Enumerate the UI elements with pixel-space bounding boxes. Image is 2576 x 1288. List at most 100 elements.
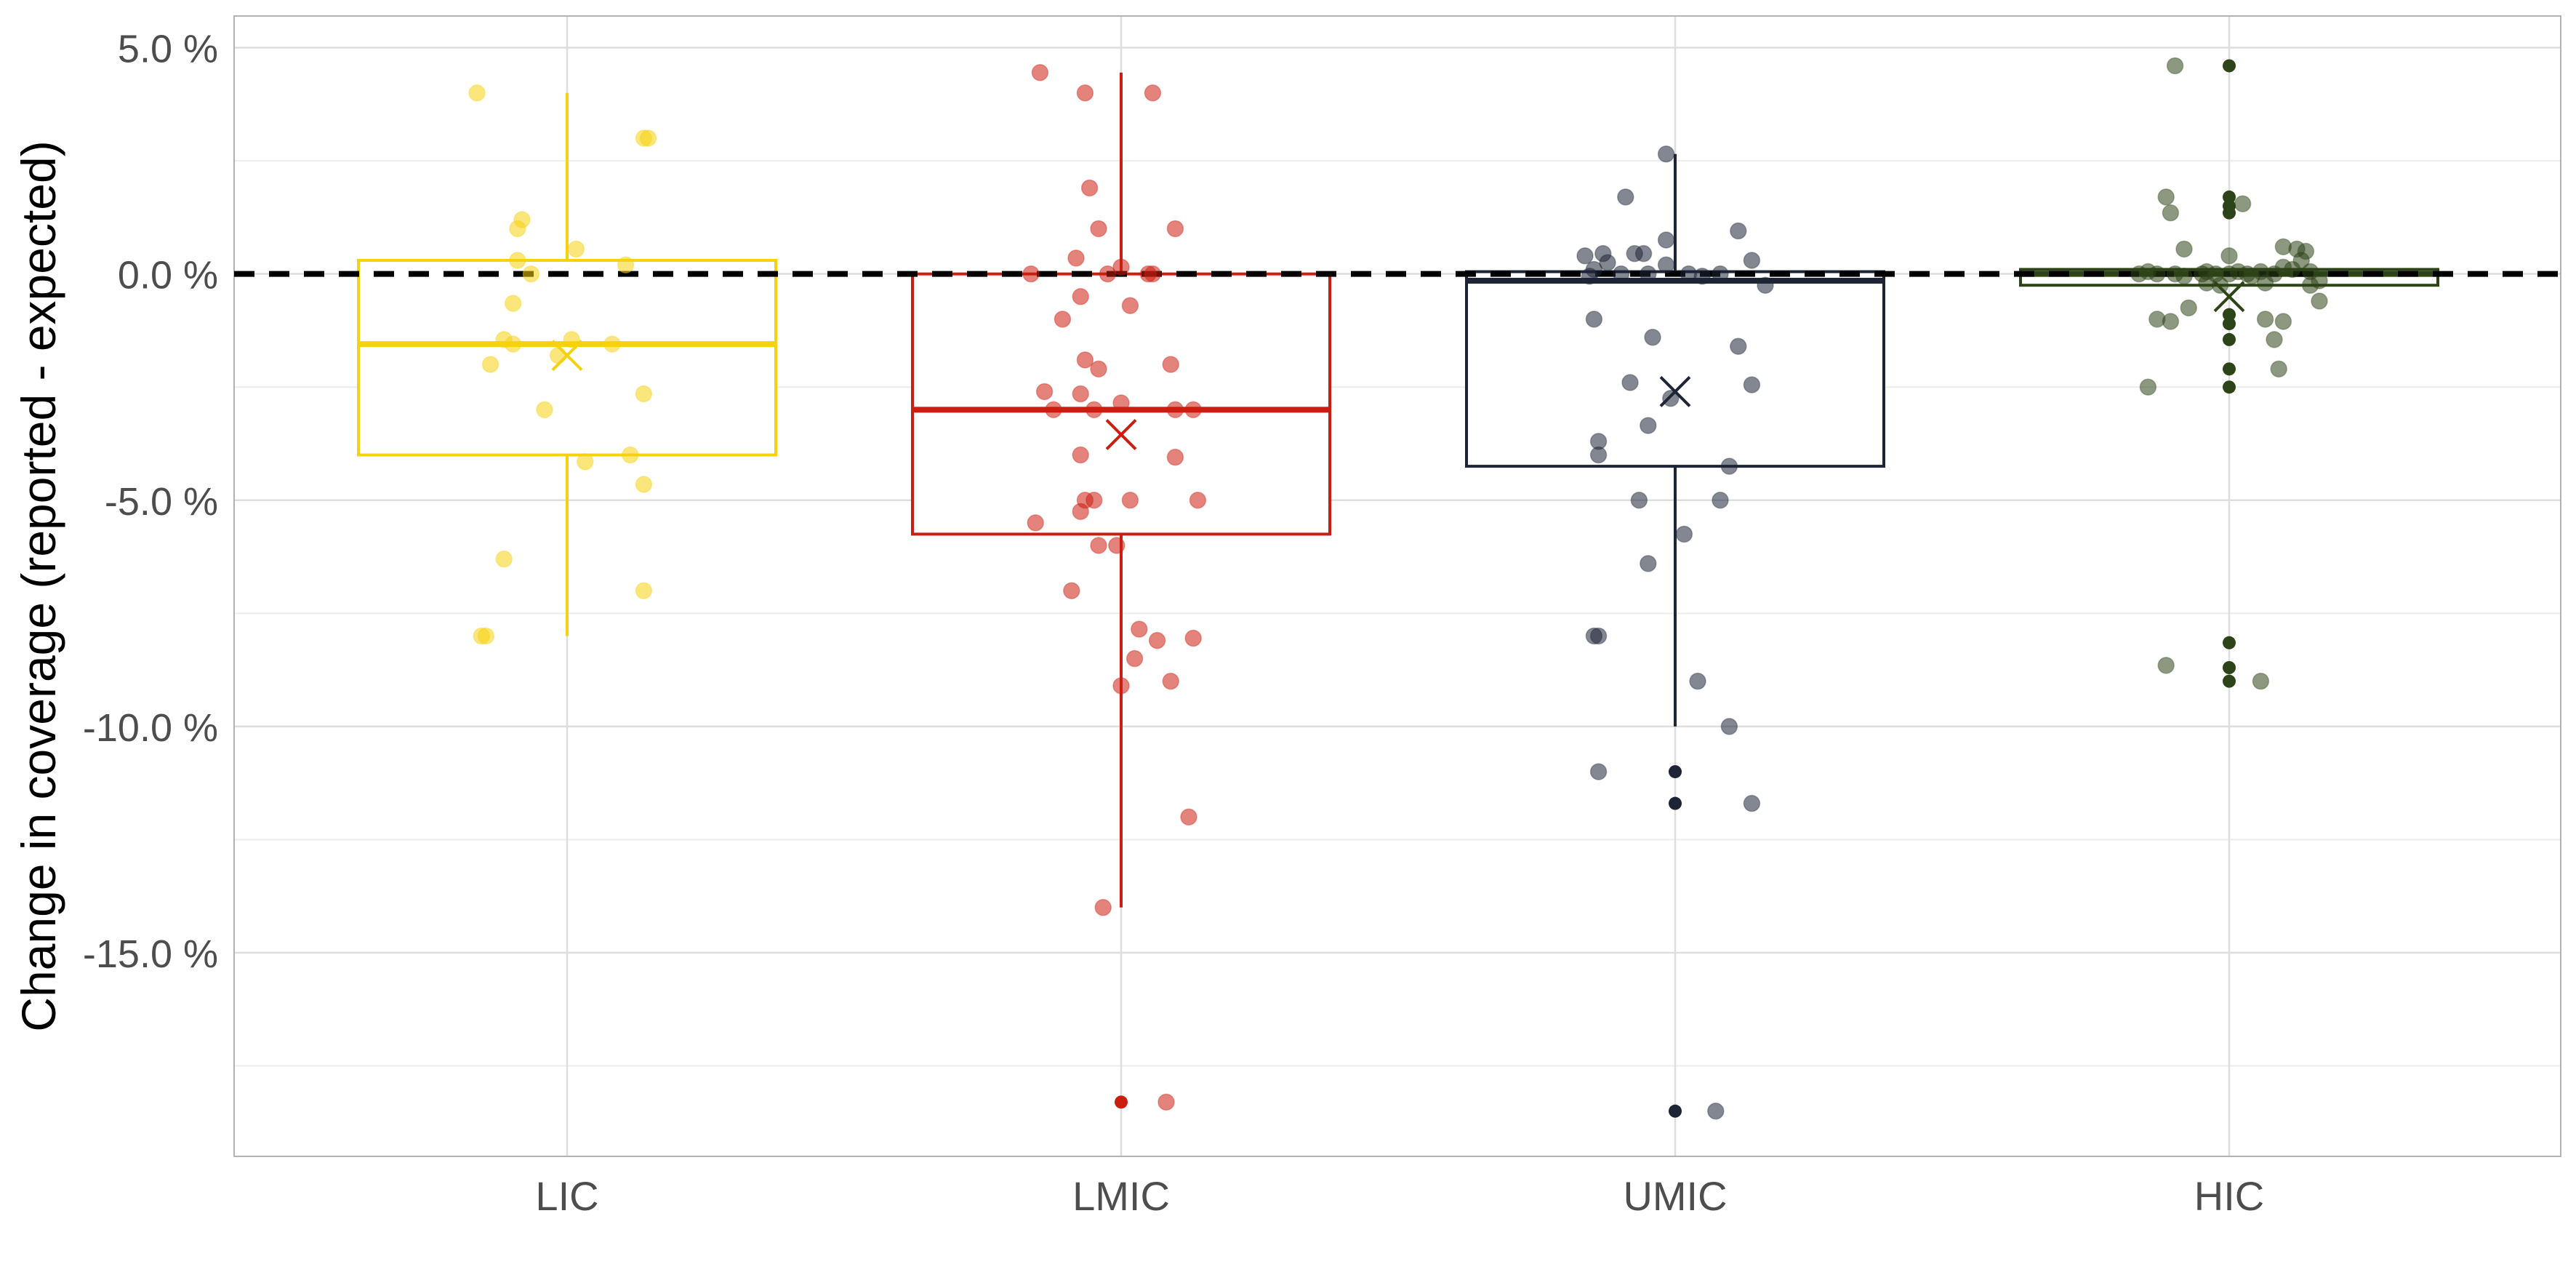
mean-marker <box>2213 281 2245 313</box>
data-point <box>1693 268 1711 285</box>
data-point <box>1112 394 1130 412</box>
data-point <box>1144 84 1162 102</box>
y-axis-title: Change in coverage (reported - expected) <box>12 140 65 1031</box>
data-point <box>468 84 486 102</box>
data-point <box>639 129 657 147</box>
data-point <box>1617 188 1634 206</box>
x-tick-label: LMIC <box>1072 1173 1170 1219</box>
data-point <box>504 295 522 312</box>
mean-marker <box>551 340 583 372</box>
data-point <box>1675 525 1693 543</box>
data-point <box>1720 718 1738 735</box>
data-point <box>1640 417 1657 434</box>
data-point <box>1108 537 1126 554</box>
data-point <box>567 240 585 258</box>
data-point <box>2180 299 2197 317</box>
data-point <box>1166 220 1184 238</box>
y-tick-label: 0.0 % <box>118 254 218 297</box>
data-point <box>1090 220 1107 238</box>
data-point <box>2311 292 2328 310</box>
iqr-box <box>1465 270 1885 468</box>
data-point <box>1027 514 1044 532</box>
data-point <box>1072 288 1089 305</box>
data-point <box>1189 492 1207 509</box>
data-point <box>2252 672 2270 690</box>
data-point <box>1589 446 1608 464</box>
data-point <box>1054 311 1072 328</box>
data-point <box>563 331 580 348</box>
y-tick-label: -10.0 % <box>83 706 218 750</box>
data-point <box>1035 383 1054 401</box>
data-point <box>1730 337 1747 355</box>
data-point <box>2270 360 2287 378</box>
outlier-point <box>2223 59 2236 73</box>
data-point <box>481 356 499 373</box>
data-point <box>1022 265 1040 283</box>
data-point <box>549 346 567 364</box>
data-point <box>2220 247 2238 265</box>
data-point <box>1585 627 1603 645</box>
data-point <box>2175 240 2193 258</box>
data-point <box>1630 492 1648 509</box>
data-point <box>1086 401 1103 419</box>
data-point <box>1707 1103 1725 1120</box>
outlier-point <box>2223 206 2236 220</box>
data-point <box>1640 265 1657 283</box>
data-point <box>536 401 553 419</box>
data-point <box>1031 64 1049 81</box>
data-point <box>1045 401 1062 419</box>
data-point <box>504 335 522 353</box>
data-point <box>622 446 639 464</box>
outlier-point <box>1669 796 1682 810</box>
data-point <box>522 265 540 283</box>
outlier-point <box>2223 308 2236 321</box>
data-point <box>2301 276 2319 294</box>
panel-background <box>234 16 2561 1156</box>
data-point <box>1072 385 1089 403</box>
data-point <box>2211 276 2229 294</box>
data-point <box>1589 763 1608 780</box>
data-point <box>495 550 513 568</box>
data-point <box>1131 620 1148 638</box>
data-point <box>1148 631 1166 649</box>
data-point <box>2157 188 2175 206</box>
x-tick-labels: LIC LMIC UMIC HIC <box>535 1173 2264 1219</box>
data-point <box>1184 401 1202 419</box>
data-point <box>1063 582 1080 599</box>
data-point <box>1157 1093 1175 1111</box>
data-point <box>1640 555 1657 572</box>
data-point <box>1094 899 1112 916</box>
means-layer <box>551 281 2245 450</box>
x-tick-label: HIC <box>2194 1173 2264 1219</box>
data-point <box>2162 313 2180 330</box>
data-point <box>635 476 653 493</box>
data-point <box>1162 672 1179 690</box>
data-point <box>635 582 653 599</box>
data-point <box>1720 457 1738 475</box>
data-point <box>1166 401 1184 419</box>
data-point <box>1621 374 1639 391</box>
data-point <box>1180 808 1197 826</box>
outlier-point <box>2223 661 2236 674</box>
y-tick-label: -5.0 % <box>105 480 218 524</box>
data-point <box>1634 244 1653 263</box>
data-point <box>1121 297 1139 314</box>
data-point <box>1730 222 1747 240</box>
outlier-point <box>2223 674 2236 688</box>
data-point <box>2162 204 2180 222</box>
outlier-point <box>2223 317 2236 331</box>
data-point <box>1743 376 1761 393</box>
data-point <box>1657 256 1675 273</box>
data-point <box>1076 351 1094 369</box>
data-point <box>1086 492 1103 509</box>
data-point <box>1612 265 1630 283</box>
data-point <box>2139 378 2157 396</box>
data-point <box>509 220 526 238</box>
data-point <box>2175 268 2193 285</box>
data-point <box>1689 672 1706 690</box>
data-point <box>635 385 653 403</box>
data-point <box>2166 57 2184 75</box>
data-point <box>577 453 594 471</box>
data-point <box>2256 274 2274 292</box>
data-point <box>1072 446 1089 464</box>
